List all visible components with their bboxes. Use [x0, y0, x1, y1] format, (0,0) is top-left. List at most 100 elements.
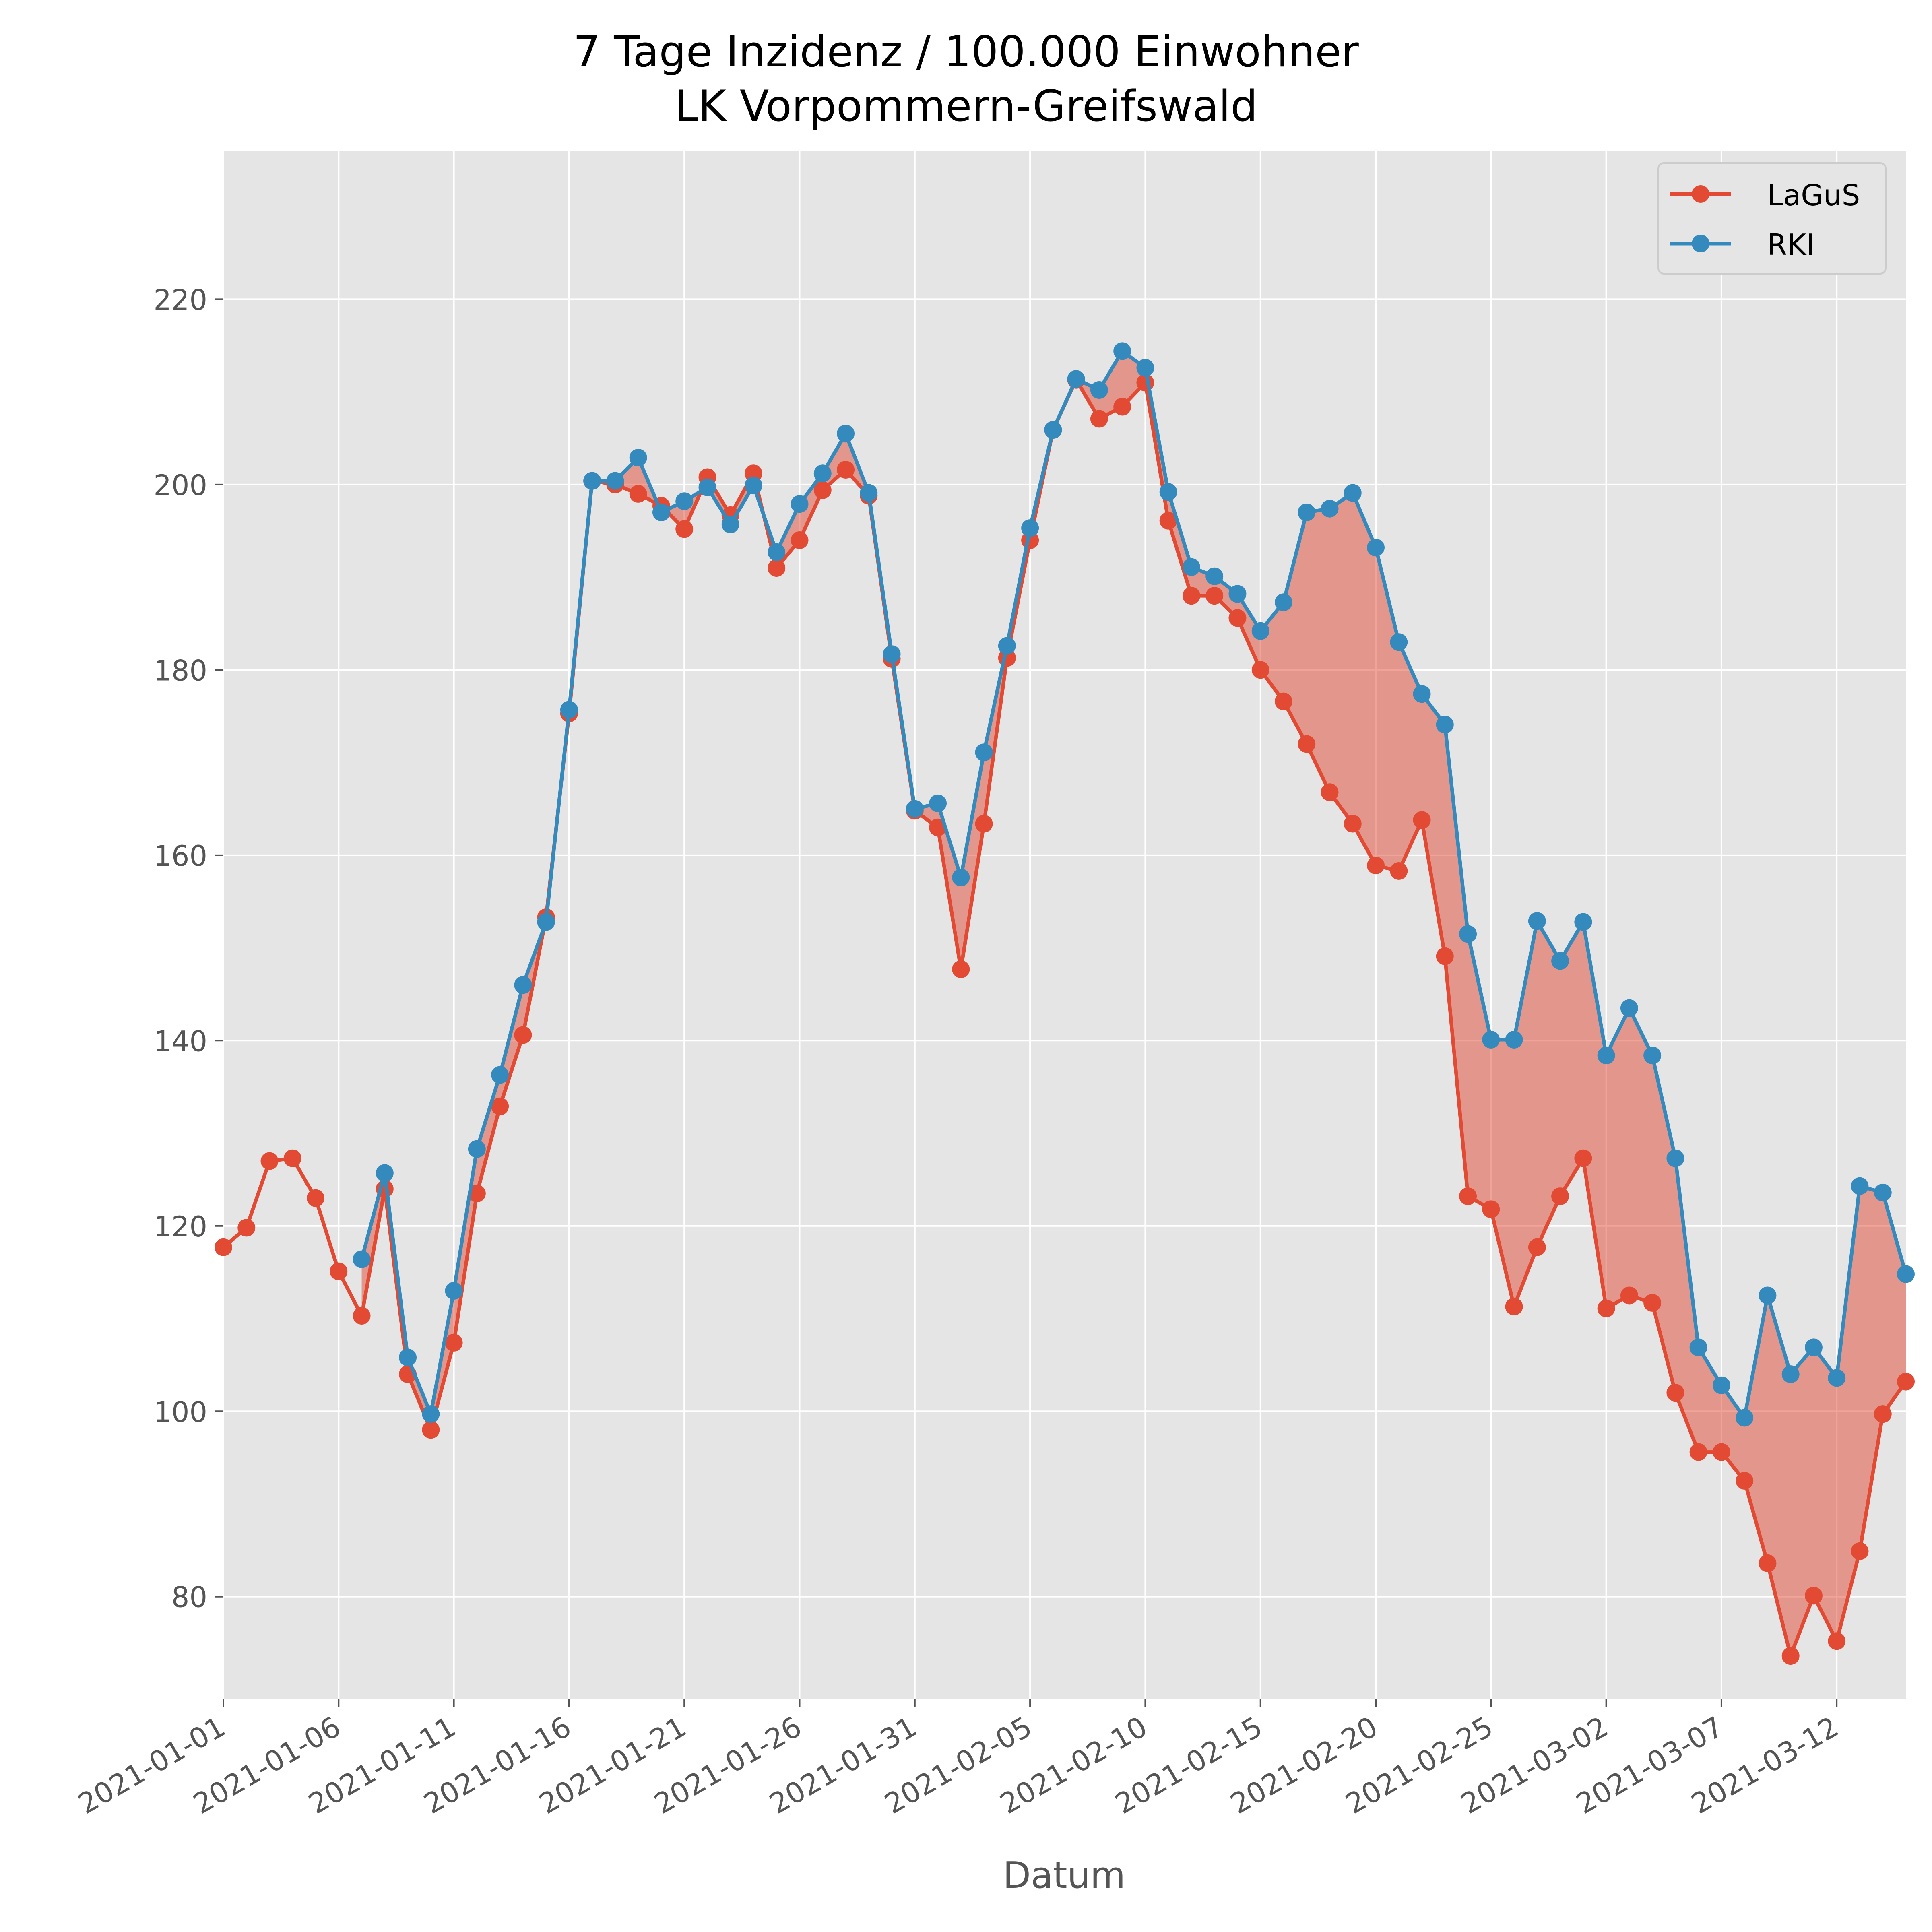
data-point-lagus: [1505, 1298, 1523, 1316]
x-axis-label: Datum: [1003, 1854, 1125, 1897]
data-point-lagus: [1413, 811, 1431, 829]
data-point-lagus: [1620, 1286, 1638, 1305]
data-point-rki: [1436, 716, 1454, 734]
data-point-rki: [353, 1250, 371, 1268]
data-point-rki: [652, 503, 670, 521]
data-point-lagus: [1643, 1294, 1662, 1312]
data-point-lagus: [307, 1189, 325, 1207]
data-point-rki: [837, 425, 855, 443]
data-point-lagus: [1228, 609, 1247, 627]
data-point-lagus: [1712, 1443, 1730, 1461]
plot-area: [223, 151, 1906, 1699]
data-point-rki: [445, 1282, 463, 1300]
data-point-lagus: [1597, 1299, 1615, 1317]
legend-marker-lagus: [1692, 185, 1709, 203]
data-point-rki: [1413, 685, 1431, 703]
data-point-rki: [1482, 1030, 1500, 1049]
data-point-rki: [1712, 1376, 1730, 1394]
data-point-rki: [1874, 1183, 1892, 1201]
data-point-rki: [1159, 483, 1177, 501]
data-point-lagus: [1251, 661, 1269, 679]
data-point-rki: [1620, 999, 1638, 1017]
data-point-lagus: [330, 1262, 348, 1280]
data-point-rki: [1182, 558, 1200, 576]
y-tick-label: 120: [153, 1210, 207, 1243]
data-point-lagus: [1182, 587, 1200, 605]
data-point-rki: [1759, 1286, 1777, 1305]
data-point-lagus: [1897, 1373, 1915, 1391]
data-point-rki: [1897, 1265, 1915, 1283]
y-tick-label: 220: [153, 283, 207, 316]
data-point-lagus: [1736, 1472, 1754, 1490]
y-tick-label: 160: [153, 840, 207, 873]
legend-label-lagus: LaGuS: [1767, 178, 1860, 212]
data-point-lagus: [237, 1219, 256, 1237]
data-point-lagus: [445, 1333, 463, 1352]
data-point-lagus: [468, 1185, 486, 1203]
data-point-rki: [1736, 1409, 1754, 1427]
data-point-lagus: [952, 960, 970, 978]
data-point-rki: [583, 472, 601, 490]
data-point-rki: [1298, 503, 1316, 521]
data-point-rki: [813, 464, 832, 483]
legend-marker-rki: [1692, 235, 1709, 252]
data-point-lagus: [1274, 692, 1292, 710]
data-point-rki: [491, 1066, 509, 1084]
data-point-lagus: [1459, 1187, 1477, 1205]
data-point-lagus: [1090, 410, 1108, 428]
data-point-lagus: [514, 1026, 532, 1044]
data-point-rki: [1067, 370, 1085, 388]
data-point-lagus: [1321, 783, 1339, 801]
legend: LaGuS RKI: [1657, 162, 1887, 275]
data-point-rki: [1459, 925, 1477, 943]
data-point-rki: [1205, 567, 1224, 585]
data-point-rki: [606, 472, 624, 490]
data-point-lagus: [1367, 857, 1385, 875]
data-point-lagus: [1759, 1554, 1777, 1572]
data-point-rki: [468, 1140, 486, 1158]
data-point-lagus: [1205, 587, 1224, 605]
data-point-rki: [906, 800, 924, 818]
data-point-rki: [1551, 952, 1569, 970]
data-point-rki: [929, 794, 947, 812]
data-point-lagus: [629, 485, 647, 503]
data-point-rki: [422, 1405, 440, 1423]
chart-title: 7 Tage Inzidenz / 100.000 Einwohner: [573, 27, 1359, 76]
data-point-lagus: [491, 1097, 509, 1115]
data-point-rki: [1505, 1030, 1523, 1049]
data-point-rki: [1321, 500, 1339, 518]
data-point-rki: [1597, 1046, 1615, 1065]
data-point-lagus: [1689, 1443, 1707, 1461]
data-point-rki: [560, 701, 578, 719]
data-point-lagus: [1344, 815, 1362, 833]
data-point-lagus: [215, 1238, 232, 1256]
data-point-lagus: [837, 461, 855, 479]
data-point-lagus: [975, 815, 993, 833]
data-point-rki: [1666, 1149, 1684, 1167]
data-point-rki: [1044, 421, 1062, 439]
data-point-rki: [1113, 342, 1131, 360]
data-point-lagus: [675, 520, 694, 538]
data-point-rki: [1804, 1338, 1823, 1356]
data-point-rki: [952, 869, 970, 887]
data-point-rki: [1643, 1046, 1662, 1065]
data-point-rki: [860, 484, 878, 502]
data-point-rki: [1251, 622, 1269, 640]
data-point-lagus: [1298, 735, 1316, 753]
data-point-lagus: [1828, 1632, 1846, 1650]
data-point-rki: [698, 478, 716, 496]
series-rki: [353, 342, 1915, 1427]
data-point-rki: [675, 492, 694, 510]
data-point-lagus: [791, 531, 809, 549]
data-point-rki: [1228, 585, 1247, 603]
grid: [223, 151, 1906, 1699]
y-tick-label: 140: [153, 1025, 207, 1058]
data-point-rki: [1851, 1177, 1869, 1195]
y-tick-label: 80: [171, 1581, 207, 1614]
data-point-rki: [1367, 539, 1385, 557]
data-point-rki: [768, 543, 786, 561]
data-point-rki: [1390, 633, 1408, 651]
data-point-rki: [1274, 593, 1292, 611]
data-point-rki: [744, 477, 762, 495]
